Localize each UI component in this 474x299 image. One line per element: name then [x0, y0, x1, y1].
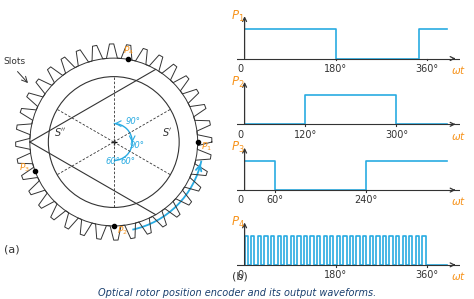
- Text: $P_2$: $P_2$: [117, 224, 128, 237]
- Text: 90°: 90°: [125, 117, 140, 126]
- Text: $\omega t$: $\omega t$: [451, 129, 466, 141]
- Text: 0: 0: [237, 64, 244, 74]
- Text: Optical rotor position encoder and its output waveforms.: Optical rotor position encoder and its o…: [98, 288, 376, 298]
- Text: 300°: 300°: [385, 129, 408, 140]
- Text: 60°: 60°: [121, 157, 136, 166]
- Text: $\omega t$: $\omega t$: [451, 64, 466, 76]
- Text: (b): (b): [232, 271, 248, 282]
- Text: $P_3$: $P_3$: [231, 140, 244, 155]
- Text: 120°: 120°: [294, 129, 317, 140]
- Text: 0: 0: [237, 129, 244, 140]
- Text: $S''$: $S''$: [54, 126, 67, 138]
- Text: 0: 0: [237, 195, 244, 205]
- Text: $S'$: $S'$: [162, 126, 173, 138]
- Text: $\omega t$: $\omega t$: [451, 270, 466, 282]
- Text: $P_1$: $P_1$: [201, 140, 212, 152]
- Text: $P_3$: $P_3$: [19, 162, 30, 174]
- Text: $P_4$: $P_4$: [123, 45, 134, 57]
- Text: $P_4$: $P_4$: [230, 215, 245, 230]
- Text: $P_1$: $P_1$: [231, 9, 244, 24]
- Text: $\omega t$: $\omega t$: [451, 195, 466, 207]
- Text: 90°: 90°: [129, 141, 145, 150]
- Text: 240°: 240°: [355, 195, 378, 205]
- Text: 360°: 360°: [415, 64, 438, 74]
- Text: 180°: 180°: [324, 270, 347, 280]
- Text: 60°: 60°: [105, 157, 120, 166]
- Text: $P_2$: $P_2$: [231, 74, 244, 90]
- Text: 180°: 180°: [324, 64, 347, 74]
- Text: (a): (a): [3, 244, 19, 254]
- Text: 0: 0: [237, 270, 244, 280]
- Text: 60°: 60°: [266, 195, 283, 205]
- Text: Slots: Slots: [3, 57, 26, 66]
- Text: 360°: 360°: [415, 270, 438, 280]
